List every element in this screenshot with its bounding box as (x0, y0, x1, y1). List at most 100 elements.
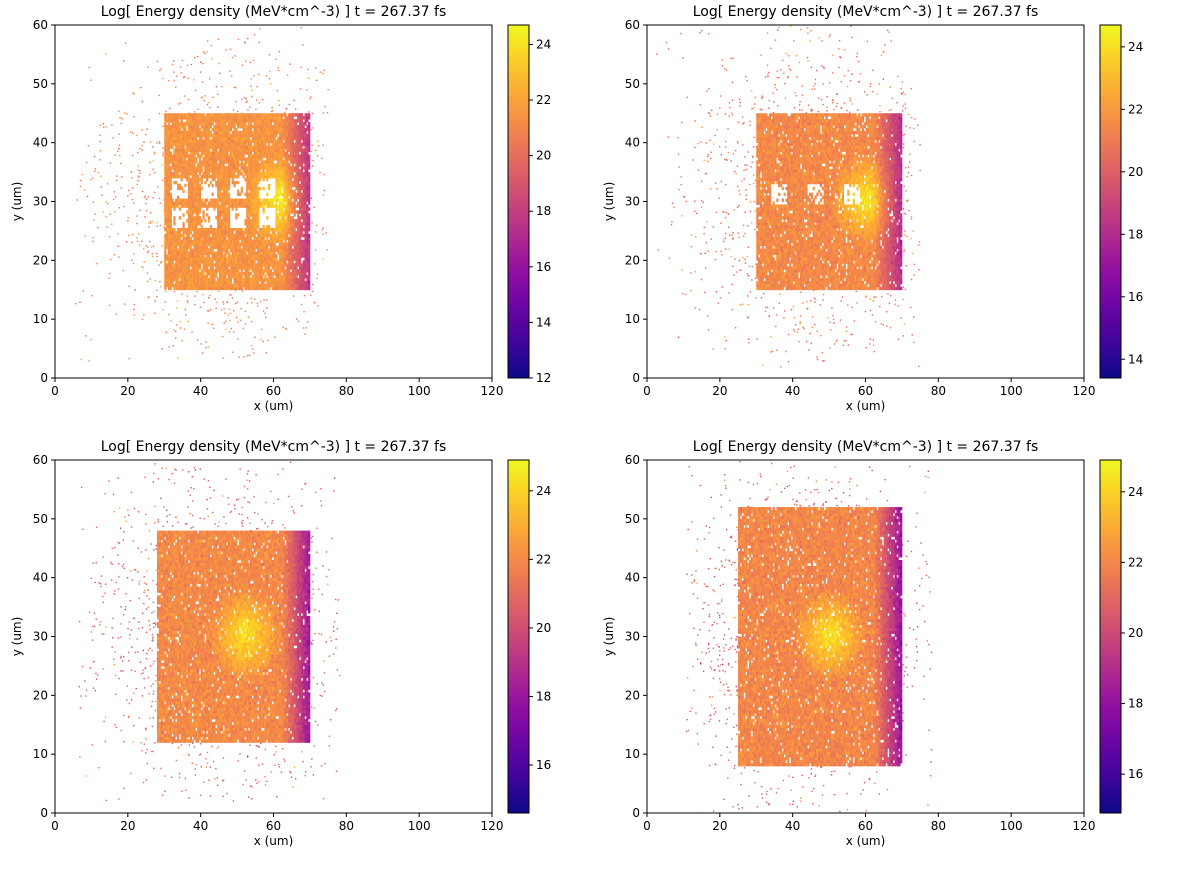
heatmap-cell (178, 186, 182, 191)
heatmap-cell (257, 142, 260, 147)
heatmap-cell (244, 198, 247, 202)
heatmap-cell (164, 257, 167, 261)
heatmap-cell (173, 233, 176, 238)
halo-point (222, 301, 224, 303)
heatmap-cell (759, 227, 763, 232)
heatmap-cell (262, 230, 265, 235)
heatmap-cell (278, 239, 282, 244)
heatmap-cell (275, 119, 278, 123)
heatmap-cell (262, 169, 265, 173)
heatmap-cell (280, 172, 284, 176)
heatmap-cell (220, 154, 223, 158)
heatmap-cell (273, 136, 276, 141)
heatmap-cell (195, 145, 198, 149)
heatmap-cell (193, 236, 196, 241)
heatmap-cell (204, 148, 207, 152)
heatmap-cell (237, 286, 240, 291)
heatmap-cell (288, 213, 291, 217)
halo-point (215, 85, 218, 88)
heatmap-cell (260, 139, 263, 144)
heatmap-cell (187, 125, 191, 129)
halo-point (152, 160, 155, 162)
heatmap-cell (264, 245, 267, 249)
heatmap-cell (191, 186, 194, 191)
heatmap-cell (186, 248, 189, 252)
heatmap-cell (217, 236, 220, 241)
heatmap-cell (249, 239, 253, 244)
heatmap-cell (191, 113, 194, 117)
heatmap-cell (295, 277, 298, 282)
heatmap-cell (282, 133, 285, 138)
heatmap-cell (186, 175, 189, 179)
heatmap-cell (286, 148, 289, 152)
heatmap-cell (238, 277, 242, 282)
heatmap-cell (171, 251, 174, 255)
heatmap-cell (258, 277, 262, 282)
heatmap-cell (298, 269, 302, 273)
halo-point (165, 331, 168, 334)
heatmap-cell (304, 130, 307, 135)
heatmap-cell (237, 245, 240, 249)
heatmap-cell (268, 257, 271, 261)
heatmap-cell (253, 198, 256, 202)
halo-point (241, 289, 244, 292)
heatmap-cell (280, 225, 284, 229)
heatmap-cell (268, 125, 271, 129)
halo-point (127, 189, 130, 192)
heatmap-cell (198, 157, 202, 161)
heatmap-cell (207, 119, 211, 123)
heatmap-cell (169, 277, 172, 282)
heatmap-cell (246, 145, 249, 149)
heatmap-cell (761, 157, 764, 161)
heatmap-cell (167, 286, 171, 291)
heatmap-cell (298, 233, 302, 238)
heatmap-cell (197, 186, 200, 191)
heatmap-cell (262, 272, 265, 276)
heatmap-cell (248, 157, 251, 161)
heatmap-cell (277, 233, 280, 238)
heatmap-cell (211, 286, 214, 291)
heatmap-cell (271, 248, 274, 252)
heatmap-cell (300, 216, 304, 220)
heatmap-cell (189, 172, 192, 176)
heatmap-cell (173, 139, 176, 144)
heatmap-cell (231, 260, 234, 264)
heatmap-cell (226, 148, 229, 152)
heatmap-cell (198, 116, 202, 120)
heatmap-cell (178, 275, 182, 279)
heatmap-cell (171, 119, 174, 123)
heatmap-cell (187, 210, 191, 214)
heatmap-cell (295, 186, 298, 191)
heatmap-cell (166, 148, 169, 152)
halo-point (159, 224, 162, 227)
heatmap-cell (224, 139, 227, 144)
heatmap-cell (211, 269, 214, 273)
heatmap-cell (182, 257, 185, 261)
heatmap-cell (257, 207, 260, 211)
heatmap-cell (226, 260, 229, 264)
heatmap-cell (300, 130, 304, 135)
heatmap-cell (300, 242, 304, 247)
heatmap-cell (248, 263, 251, 267)
heatmap-cell (304, 216, 307, 220)
heatmap-cell (226, 263, 229, 267)
heatmap-cell (176, 251, 180, 255)
heatmap-cell (249, 260, 253, 264)
heatmap-cell (197, 236, 200, 241)
halo-point (176, 307, 178, 309)
heatmap-cell (286, 175, 289, 179)
heatmap-cell (278, 183, 282, 188)
heatmap-cell (240, 201, 243, 205)
halo-point (182, 76, 185, 79)
heatmap-cell (286, 157, 289, 161)
heatmap-cell (200, 248, 203, 252)
halo-point (179, 102, 182, 104)
heatmap-cell (215, 154, 218, 158)
heatmap-cell (275, 280, 278, 285)
heatmap-cell (251, 133, 254, 138)
heatmap-cell (277, 275, 280, 279)
heatmap-cell (293, 210, 296, 214)
heatmap-cell (169, 139, 172, 144)
heatmap-cell (246, 186, 249, 191)
heatmap-cell (249, 145, 253, 149)
